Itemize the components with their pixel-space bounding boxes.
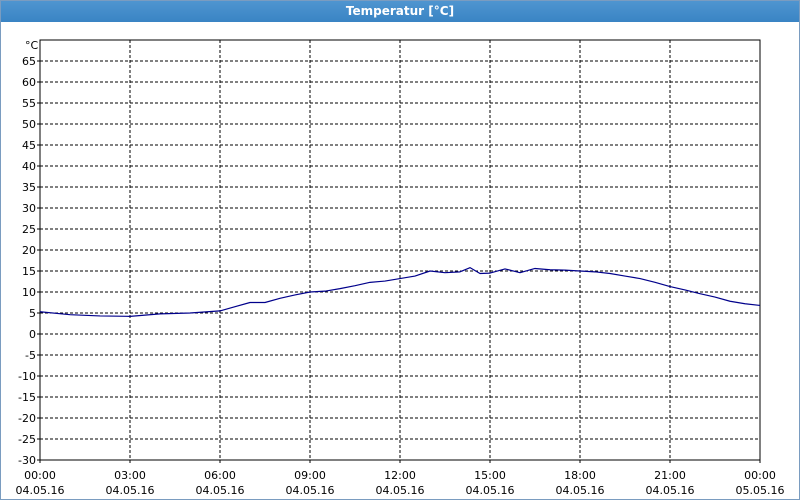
- x-tick-date-label: 04.05.16: [106, 484, 155, 497]
- y-tick-label: -5: [25, 349, 36, 362]
- x-tick-date-label: 04.05.16: [196, 484, 245, 497]
- x-tick-time-label: 00:00: [744, 469, 776, 482]
- y-tick-label: 40: [22, 160, 36, 173]
- x-tick-date-label: 04.05.16: [556, 484, 605, 497]
- y-tick-label: -30: [18, 454, 36, 467]
- y-tick-label: 0: [29, 328, 36, 341]
- y-tick-label: 35: [22, 181, 36, 194]
- y-tick-label: 45: [22, 139, 36, 152]
- y-tick-label: 5: [29, 307, 36, 320]
- x-tick-time-label: 21:00: [654, 469, 686, 482]
- x-tick-date-label: 05.05.16: [736, 484, 785, 497]
- y-tick-label: 60: [22, 76, 36, 89]
- x-tick-date-label: 04.05.16: [16, 484, 65, 497]
- x-tick-time-label: 15:00: [474, 469, 506, 482]
- x-tick-time-label: 00:00: [24, 469, 56, 482]
- y-tick-label: -20: [18, 412, 36, 425]
- y-tick-label: 25: [22, 223, 36, 236]
- x-tick-date-label: 04.05.16: [646, 484, 695, 497]
- x-tick-date-label: 04.05.16: [286, 484, 335, 497]
- x-tick-date-label: 04.05.16: [466, 484, 515, 497]
- y-tick-label: 15: [22, 265, 36, 278]
- x-tick-time-label: 12:00: [384, 469, 416, 482]
- y-tick-label: 30: [22, 202, 36, 215]
- x-tick-date-label: 04.05.16: [376, 484, 425, 497]
- y-tick-label: 65: [22, 55, 36, 68]
- y-tick-label: 10: [22, 286, 36, 299]
- y-tick-label: -10: [18, 370, 36, 383]
- x-tick-time-label: 18:00: [564, 469, 596, 482]
- y-axis-unit-label: °C: [25, 39, 39, 52]
- y-tick-label: 20: [22, 244, 36, 257]
- x-tick-time-label: 06:00: [204, 469, 236, 482]
- temperature-series-line: [39, 267, 761, 317]
- x-tick-time-label: 09:00: [294, 469, 326, 482]
- y-tick-label: -15: [18, 391, 36, 404]
- y-tick-label: 50: [22, 118, 36, 131]
- y-tick-label: -25: [18, 433, 36, 446]
- x-tick-time-label: 03:00: [114, 469, 146, 482]
- window-title: Temperatur [°C]: [1, 1, 799, 22]
- y-tick-label: 55: [22, 97, 36, 110]
